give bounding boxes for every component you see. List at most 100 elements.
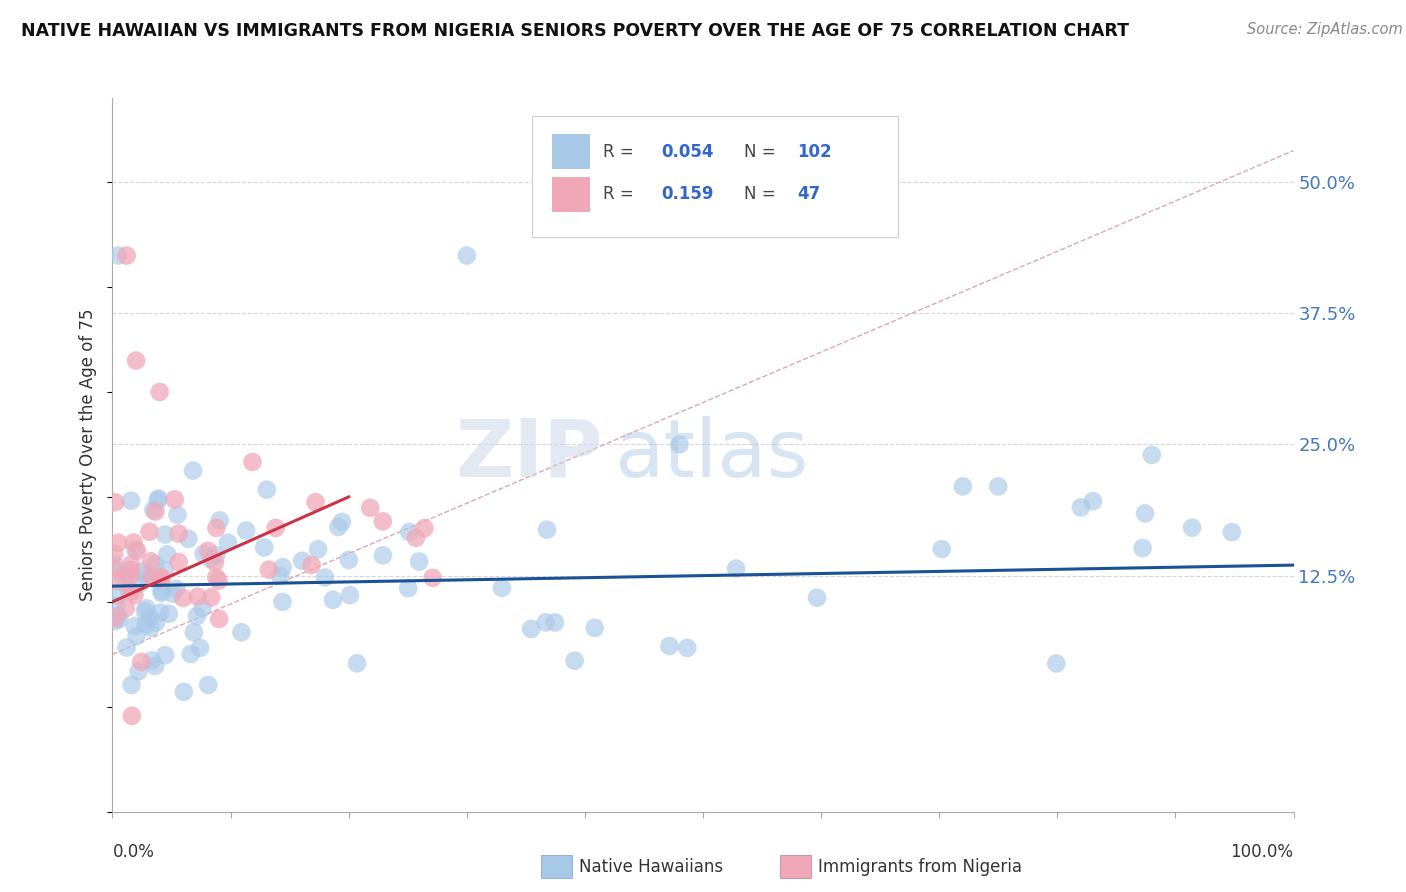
Point bbox=[806, 591, 828, 605]
Point bbox=[103, 547, 125, 561]
Point bbox=[1070, 500, 1092, 515]
Point bbox=[217, 535, 239, 549]
Point bbox=[200, 552, 222, 566]
Point bbox=[187, 590, 209, 604]
Point bbox=[658, 639, 681, 653]
Point bbox=[162, 587, 184, 601]
Point bbox=[183, 625, 205, 640]
Point bbox=[145, 504, 167, 518]
Point bbox=[163, 492, 186, 507]
Point bbox=[191, 601, 214, 615]
Point bbox=[107, 248, 129, 262]
Point bbox=[564, 654, 586, 668]
Point bbox=[150, 583, 173, 598]
Point bbox=[134, 604, 156, 618]
Point bbox=[931, 541, 953, 556]
Point bbox=[193, 547, 215, 561]
Point bbox=[242, 455, 264, 469]
Point bbox=[125, 543, 148, 558]
Text: N =: N = bbox=[744, 186, 782, 203]
Point bbox=[120, 558, 142, 572]
Point bbox=[207, 574, 229, 588]
Point bbox=[128, 665, 150, 679]
Text: NATIVE HAWAIIAN VS IMMIGRANTS FROM NIGERIA SENIORS POVERTY OVER THE AGE OF 75 CO: NATIVE HAWAIIAN VS IMMIGRANTS FROM NIGER… bbox=[21, 22, 1129, 40]
Point bbox=[118, 563, 141, 577]
Point bbox=[235, 524, 257, 538]
Point bbox=[146, 574, 169, 588]
Point bbox=[115, 248, 138, 262]
Point bbox=[141, 653, 163, 667]
Point bbox=[143, 659, 166, 673]
Text: Native Hawaiians: Native Hawaiians bbox=[579, 858, 724, 876]
Point bbox=[104, 495, 127, 509]
Point bbox=[180, 647, 202, 661]
Point bbox=[107, 588, 129, 602]
Point bbox=[359, 500, 381, 515]
Point bbox=[676, 640, 699, 655]
Point bbox=[197, 544, 219, 558]
Text: atlas: atlas bbox=[614, 416, 808, 494]
Point bbox=[536, 523, 558, 537]
Point bbox=[125, 629, 148, 643]
Point bbox=[132, 565, 155, 579]
Point bbox=[138, 524, 160, 539]
Point bbox=[186, 609, 208, 624]
Point bbox=[456, 248, 478, 262]
Point bbox=[422, 571, 444, 585]
Point bbox=[1045, 657, 1067, 671]
Point bbox=[150, 572, 173, 586]
Point bbox=[328, 520, 350, 534]
Point bbox=[1081, 494, 1104, 508]
Point bbox=[520, 622, 543, 636]
Point bbox=[139, 554, 162, 568]
Point bbox=[128, 576, 150, 591]
Point bbox=[188, 640, 211, 655]
Point bbox=[153, 527, 176, 541]
Point bbox=[269, 569, 291, 583]
Point bbox=[153, 648, 176, 663]
Point bbox=[131, 655, 153, 669]
Point bbox=[271, 595, 294, 609]
Point bbox=[124, 542, 146, 557]
Point bbox=[1140, 448, 1163, 462]
Point bbox=[322, 592, 344, 607]
Point bbox=[1220, 525, 1243, 540]
Point bbox=[264, 521, 287, 535]
Point bbox=[153, 563, 176, 577]
Point bbox=[150, 570, 173, 584]
Text: 100.0%: 100.0% bbox=[1230, 843, 1294, 861]
Point bbox=[952, 479, 974, 493]
Point bbox=[107, 535, 129, 549]
Point bbox=[115, 640, 138, 655]
Point bbox=[371, 514, 394, 528]
Point bbox=[396, 581, 419, 595]
Point bbox=[1181, 521, 1204, 535]
Point bbox=[314, 570, 336, 584]
Point bbox=[135, 601, 157, 615]
Point bbox=[120, 493, 142, 508]
Point bbox=[253, 541, 276, 555]
Point bbox=[257, 563, 280, 577]
Point bbox=[142, 503, 165, 517]
Point bbox=[544, 615, 567, 630]
Y-axis label: Seniors Poverty Over the Age of 75: Seniors Poverty Over the Age of 75 bbox=[79, 309, 97, 601]
Point bbox=[139, 610, 162, 624]
Point bbox=[125, 353, 148, 368]
Point bbox=[105, 599, 128, 613]
Text: Immigrants from Nigeria: Immigrants from Nigeria bbox=[818, 858, 1022, 876]
Point bbox=[104, 558, 127, 573]
Point bbox=[105, 609, 128, 624]
Point bbox=[167, 526, 190, 541]
Point bbox=[208, 513, 231, 527]
Point bbox=[408, 555, 430, 569]
Point bbox=[139, 621, 162, 635]
Point bbox=[1133, 507, 1156, 521]
Point bbox=[118, 569, 141, 583]
Point bbox=[149, 384, 172, 399]
Point bbox=[271, 560, 294, 574]
Point bbox=[534, 615, 557, 630]
Point bbox=[413, 521, 436, 535]
Point bbox=[231, 625, 253, 640]
Point bbox=[346, 657, 368, 671]
Point bbox=[120, 584, 142, 599]
